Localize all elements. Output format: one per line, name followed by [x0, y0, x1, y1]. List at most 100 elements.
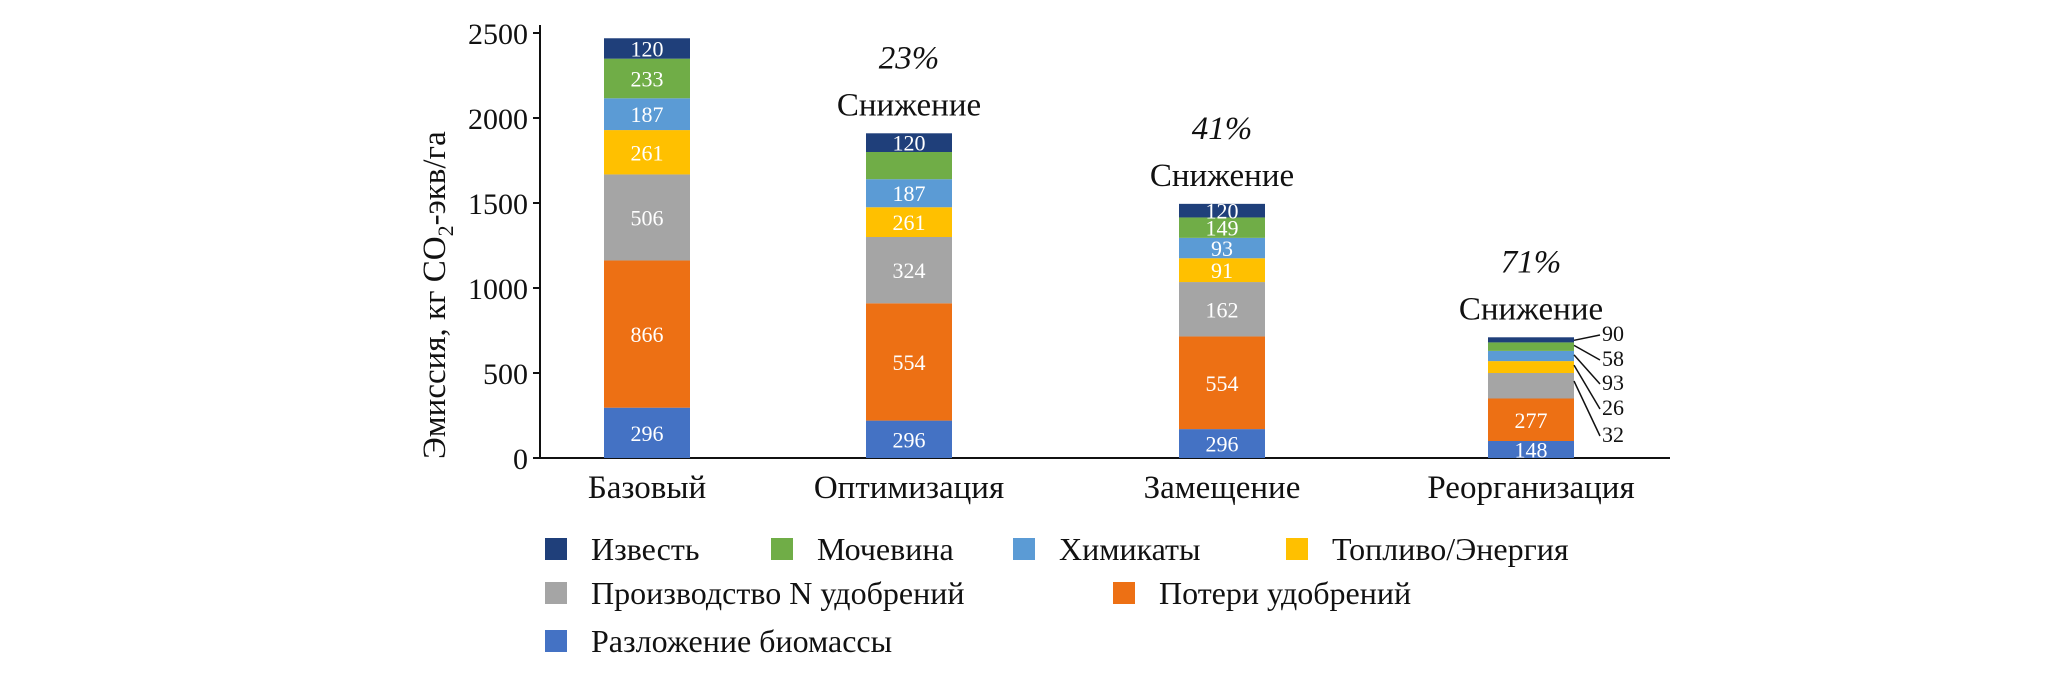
bar-segment-label: 324: [893, 258, 926, 283]
bar-segment: [866, 152, 952, 180]
legend-swatch: [545, 630, 567, 652]
reduction-text: Снижение: [1150, 158, 1294, 194]
bar-segment: [1488, 361, 1574, 373]
bar-segment: [1179, 203, 1265, 218]
legend-label: Известь: [591, 531, 699, 567]
reduction-annotation: 41% Снижение: [1150, 111, 1294, 194]
bar-segment: [866, 237, 952, 304]
bar-segment: [866, 179, 952, 208]
bar-segment-label: 91: [1211, 258, 1233, 283]
annotations: 23% Снижение 41% Снижение 71% Снижение: [837, 40, 1603, 327]
legend-item: Мочевина: [771, 531, 954, 567]
bar-segment: [866, 207, 952, 237]
bar-segment-label: 296: [1206, 432, 1239, 457]
leader-line: [1573, 354, 1601, 385]
bar-segment: [866, 133, 952, 152]
bar-stack: 296 866 506 261 187 233 120: [604, 36, 690, 458]
legend-swatch: [1286, 538, 1308, 560]
y-tick-label: 0: [513, 443, 528, 476]
bar-stack: 296 554 324 261 187 120: [866, 131, 952, 458]
bar-segment: [1488, 398, 1574, 441]
bar-segment: [604, 98, 690, 131]
legend-swatch: [545, 582, 567, 604]
bar-segment: [604, 407, 690, 458]
side-value-label: 58: [1602, 346, 1624, 371]
leader-line: [1573, 364, 1601, 410]
bar-segment: [1488, 337, 1574, 343]
bar-segment-label: 261: [631, 140, 664, 165]
leader-line: [1573, 380, 1601, 437]
legend-swatch: [1113, 582, 1135, 604]
y-tick-label: 2000: [468, 103, 528, 136]
legend-label: Разложение биомассы: [591, 623, 892, 659]
bar-segment: [604, 174, 690, 261]
bar-segment-label: 296: [893, 427, 926, 452]
bar-segment: [1179, 217, 1265, 238]
bar-segment: [1488, 350, 1574, 362]
legend-item: Разложение биомассы: [545, 623, 892, 659]
y-axis-label: Эмиссия, кг CO2-экв/га: [417, 131, 458, 459]
bar-segment-label: 187: [893, 181, 926, 206]
bar-segment-label: 149: [1206, 216, 1239, 241]
reduction-annotation: 71% Снижение: [1459, 244, 1603, 327]
bar-segment: [866, 420, 952, 458]
bar-segment: [1179, 429, 1265, 458]
bar-segment: [604, 38, 690, 59]
bar-segment-label: 120: [1206, 199, 1239, 224]
legend-item: Производство N удобрений: [545, 575, 964, 611]
bar-segment-label: 866: [631, 322, 664, 347]
legend-label: Топливо/Энергия: [1332, 531, 1569, 567]
legend-swatch: [1013, 538, 1035, 560]
bar-segment: [1179, 258, 1265, 283]
legend-item: Известь: [545, 531, 699, 567]
bar-segment-label: 261: [893, 210, 926, 235]
x-category-label: Базовый: [588, 470, 706, 506]
y-axis-label-tail: -экв/га: [417, 131, 453, 225]
bar-segment-label: 277: [1515, 408, 1548, 433]
bar-segment: [1488, 373, 1574, 399]
y-axis-label-main: Эмиссия, кг CO: [417, 236, 453, 459]
bar-segment-label: 506: [631, 205, 664, 230]
legend-item: Химикаты: [1013, 531, 1201, 567]
bar-segment: [1179, 336, 1265, 430]
bar-segment-label: 296: [631, 421, 664, 446]
bar-segment-label: 93: [1211, 236, 1233, 261]
y-tick-label: 2500: [468, 18, 528, 51]
reduction-percent: 41%: [1192, 111, 1253, 147]
bar-segment: [1179, 237, 1265, 259]
bar-segment: [866, 303, 952, 421]
leader-line: [1573, 334, 1601, 342]
bar-segment: [604, 130, 690, 175]
y-tick-label: 500: [483, 358, 528, 391]
bar-segment-label: 233: [631, 66, 664, 91]
y-tick-label: 1000: [468, 273, 528, 306]
x-category-label: Замещение: [1144, 470, 1301, 506]
bar-segment: [1488, 441, 1574, 458]
reduction-percent: 23%: [879, 40, 940, 76]
reduction-percent: 71%: [1501, 244, 1562, 280]
reduction-text: Снижение: [1459, 291, 1603, 327]
legend-item: Потери удобрений: [1113, 575, 1411, 611]
side-value-label: 93: [1602, 370, 1624, 395]
legend: Известь Мочевина Химикаты Топливо/Энергия Пр…: [545, 531, 1569, 659]
bars: 2968665062611872331202965543242611871202…: [604, 36, 1624, 463]
side-value-label: 90: [1602, 321, 1624, 346]
legend-label: Химикаты: [1059, 531, 1201, 567]
bar-segment: [604, 58, 690, 99]
reduction-text: Снижение: [837, 87, 981, 123]
bar-segment-label: 554: [1206, 371, 1239, 396]
bar-segment-label: 162: [1206, 297, 1239, 322]
bar-segment-label: 148: [1515, 438, 1548, 463]
legend-label: Потери удобрений: [1159, 575, 1411, 611]
bar-segment: [604, 260, 690, 408]
leader-line: [1573, 344, 1601, 361]
y-axis-label-text: Эмиссия, кг CO2-экв/га: [417, 131, 458, 459]
legend-label: Производство N удобрений: [591, 575, 964, 611]
bar-segment-label: 120: [631, 36, 664, 61]
bar-segment: [1488, 342, 1574, 351]
legend-item: Топливо/Энергия: [1286, 531, 1569, 567]
